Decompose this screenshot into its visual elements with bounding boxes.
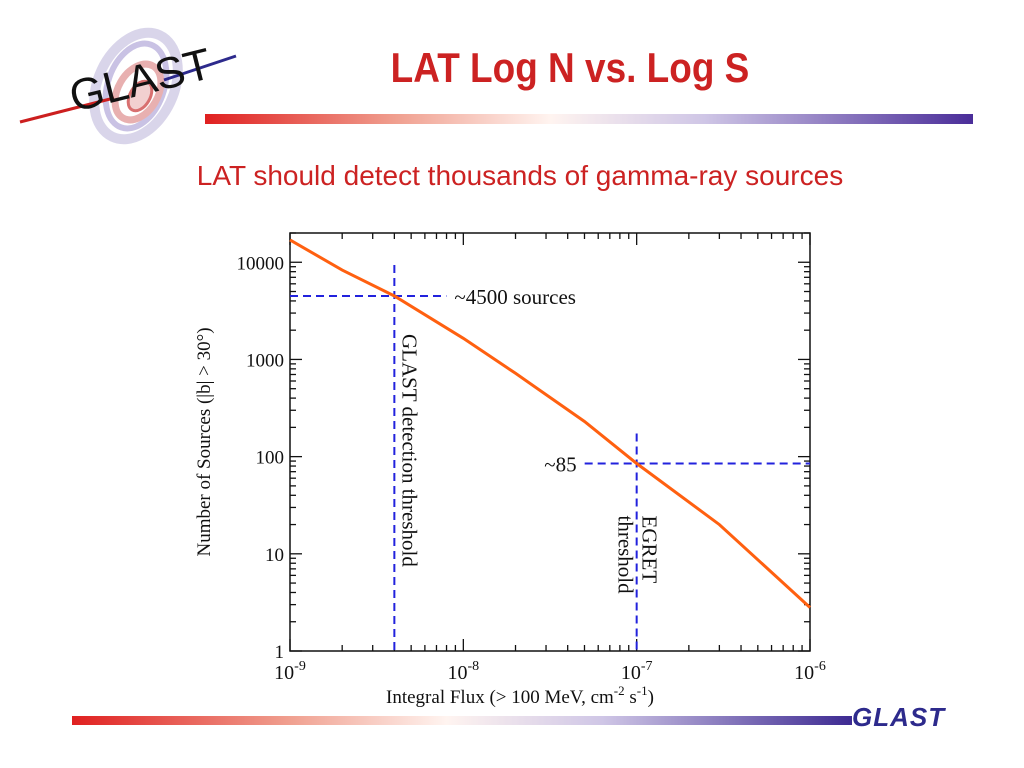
logn-logs-chart: 1 10 100 1000 10000 10-9 10-8 10-7 10-6 … — [194, 232, 826, 708]
x-tick-base: 10 — [274, 662, 294, 684]
glast-threshold-label: GLAST detection threshold — [397, 334, 421, 567]
slide-subtitle: LAT should detect thousands of gamma-ray… — [196, 160, 844, 191]
slide-title: LAT Log N vs. Log S — [390, 44, 750, 91]
x-tick-base: 10 — [794, 662, 814, 684]
x-tick-exponent: -9 — [294, 659, 306, 674]
y-tick-label-10000: 10000 — [237, 253, 285, 274]
glast-count-label: ~4500 sources — [454, 285, 576, 309]
y-tick-label-10: 10 — [265, 545, 284, 566]
x-tick-exponent: -8 — [467, 659, 479, 674]
footer-logo: GLAST — [852, 702, 946, 732]
y-tick-label-1000: 1000 — [246, 350, 284, 371]
footer-divider — [72, 716, 852, 725]
logo-beam-blue — [163, 54, 237, 82]
x-tick-exponent: -7 — [641, 659, 653, 674]
title-divider — [205, 114, 973, 124]
y-tick-label-1: 1 — [275, 642, 285, 663]
egret-threshold-label-line1: EGRET — [638, 515, 662, 583]
galaxy-swirl-icon — [89, 27, 183, 145]
glast-logo: GLAST — [19, 27, 237, 145]
x-axis-label: Integral Flux (> 100 MeV, cm-2 s-1) — [386, 683, 654, 708]
x-tick-label-1e-9: 10-9 — [274, 659, 306, 684]
x-tick-label-1e-7: 10-7 — [621, 659, 653, 684]
minor-ticks — [290, 232, 810, 651]
x-tick-base: 10 — [447, 662, 467, 684]
egret-count-label: ~85 — [544, 452, 576, 476]
x-tick-label-1e-6: 10-6 — [794, 659, 826, 684]
x-tick-base: 10 — [621, 662, 641, 684]
logn-logs-curve — [289, 238, 812, 609]
x-tick-label-1e-8: 10-8 — [447, 659, 479, 684]
logo-beam-red — [19, 96, 115, 124]
plot-frame — [289, 232, 811, 652]
y-tick-label-100: 100 — [256, 448, 285, 469]
x-tick-exponent: -6 — [814, 659, 826, 674]
y-axis-label: Number of Sources (|b| > 30°) — [194, 327, 215, 556]
egret-threshold-label-line2: threshold — [614, 515, 638, 594]
